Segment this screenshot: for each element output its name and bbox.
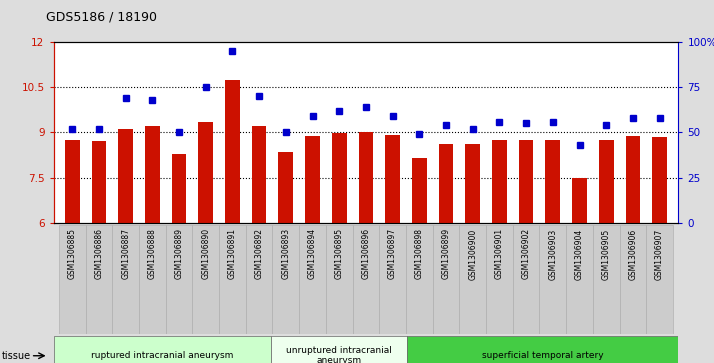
Bar xyxy=(412,158,427,223)
Bar xyxy=(65,140,79,223)
Text: GSM1306902: GSM1306902 xyxy=(522,228,531,280)
Bar xyxy=(198,122,213,223)
Text: GSM1306896: GSM1306896 xyxy=(361,228,371,280)
Text: GSM1306904: GSM1306904 xyxy=(575,228,584,280)
Bar xyxy=(386,135,400,223)
Bar xyxy=(407,336,678,363)
Text: ruptured intracranial aneurysm: ruptured intracranial aneurysm xyxy=(91,351,233,360)
Text: GSM1306893: GSM1306893 xyxy=(281,228,291,280)
Text: GSM1306886: GSM1306886 xyxy=(94,228,104,279)
Bar xyxy=(572,178,587,223)
Bar xyxy=(271,336,407,363)
Text: GSM1306901: GSM1306901 xyxy=(495,228,504,280)
Bar xyxy=(438,144,453,223)
Text: GSM1306887: GSM1306887 xyxy=(121,228,130,279)
Text: GSM1306905: GSM1306905 xyxy=(602,228,610,280)
Bar xyxy=(492,140,507,223)
Bar xyxy=(519,140,533,223)
Text: tissue: tissue xyxy=(1,351,31,361)
Bar xyxy=(406,225,433,334)
Text: GSM1306899: GSM1306899 xyxy=(441,228,451,280)
Bar xyxy=(593,225,620,334)
Bar xyxy=(219,225,246,334)
Bar xyxy=(59,225,86,334)
Bar xyxy=(246,225,273,334)
Bar xyxy=(599,140,613,223)
Bar xyxy=(466,144,480,223)
Text: GSM1306906: GSM1306906 xyxy=(628,228,638,280)
Bar xyxy=(379,225,406,334)
Bar xyxy=(145,126,160,223)
Text: GSM1306895: GSM1306895 xyxy=(335,228,343,280)
Bar xyxy=(326,225,353,334)
Text: GSM1306894: GSM1306894 xyxy=(308,228,317,280)
Bar xyxy=(353,225,379,334)
Bar xyxy=(620,225,646,334)
Bar xyxy=(332,133,346,223)
Text: GSM1306885: GSM1306885 xyxy=(68,228,76,279)
Text: GSM1306888: GSM1306888 xyxy=(148,228,157,279)
Bar xyxy=(459,225,486,334)
Text: GSM1306890: GSM1306890 xyxy=(201,228,210,280)
Bar xyxy=(112,225,139,334)
Bar xyxy=(119,129,133,223)
Bar xyxy=(625,136,640,223)
Text: GDS5186 / 18190: GDS5186 / 18190 xyxy=(46,11,157,24)
Bar xyxy=(513,225,540,334)
Bar xyxy=(540,225,566,334)
Bar xyxy=(225,79,240,223)
Bar xyxy=(192,225,219,334)
Text: superficial temporal artery: superficial temporal artery xyxy=(482,351,603,360)
Text: GSM1306897: GSM1306897 xyxy=(388,228,397,280)
Bar xyxy=(171,154,186,223)
Text: GSM1306903: GSM1306903 xyxy=(548,228,558,280)
Bar xyxy=(433,225,459,334)
Text: unruptured intracranial
aneurysm: unruptured intracranial aneurysm xyxy=(286,346,392,363)
Text: GSM1306892: GSM1306892 xyxy=(255,228,263,279)
Bar xyxy=(91,141,106,223)
Bar xyxy=(305,136,320,223)
Bar xyxy=(358,132,373,223)
Bar xyxy=(86,225,112,334)
Bar xyxy=(299,225,326,334)
Text: GSM1306900: GSM1306900 xyxy=(468,228,477,280)
Text: GSM1306898: GSM1306898 xyxy=(415,228,424,279)
Bar xyxy=(139,225,166,334)
Bar xyxy=(566,225,593,334)
Text: GSM1306907: GSM1306907 xyxy=(655,228,664,280)
Bar xyxy=(278,152,293,223)
Bar xyxy=(646,225,673,334)
Bar xyxy=(54,336,271,363)
Bar xyxy=(273,225,299,334)
Text: GSM1306889: GSM1306889 xyxy=(174,228,183,279)
Bar xyxy=(252,126,266,223)
Bar xyxy=(653,137,667,223)
Bar xyxy=(545,140,560,223)
Text: GSM1306891: GSM1306891 xyxy=(228,228,237,279)
Bar xyxy=(166,225,192,334)
Bar xyxy=(486,225,513,334)
